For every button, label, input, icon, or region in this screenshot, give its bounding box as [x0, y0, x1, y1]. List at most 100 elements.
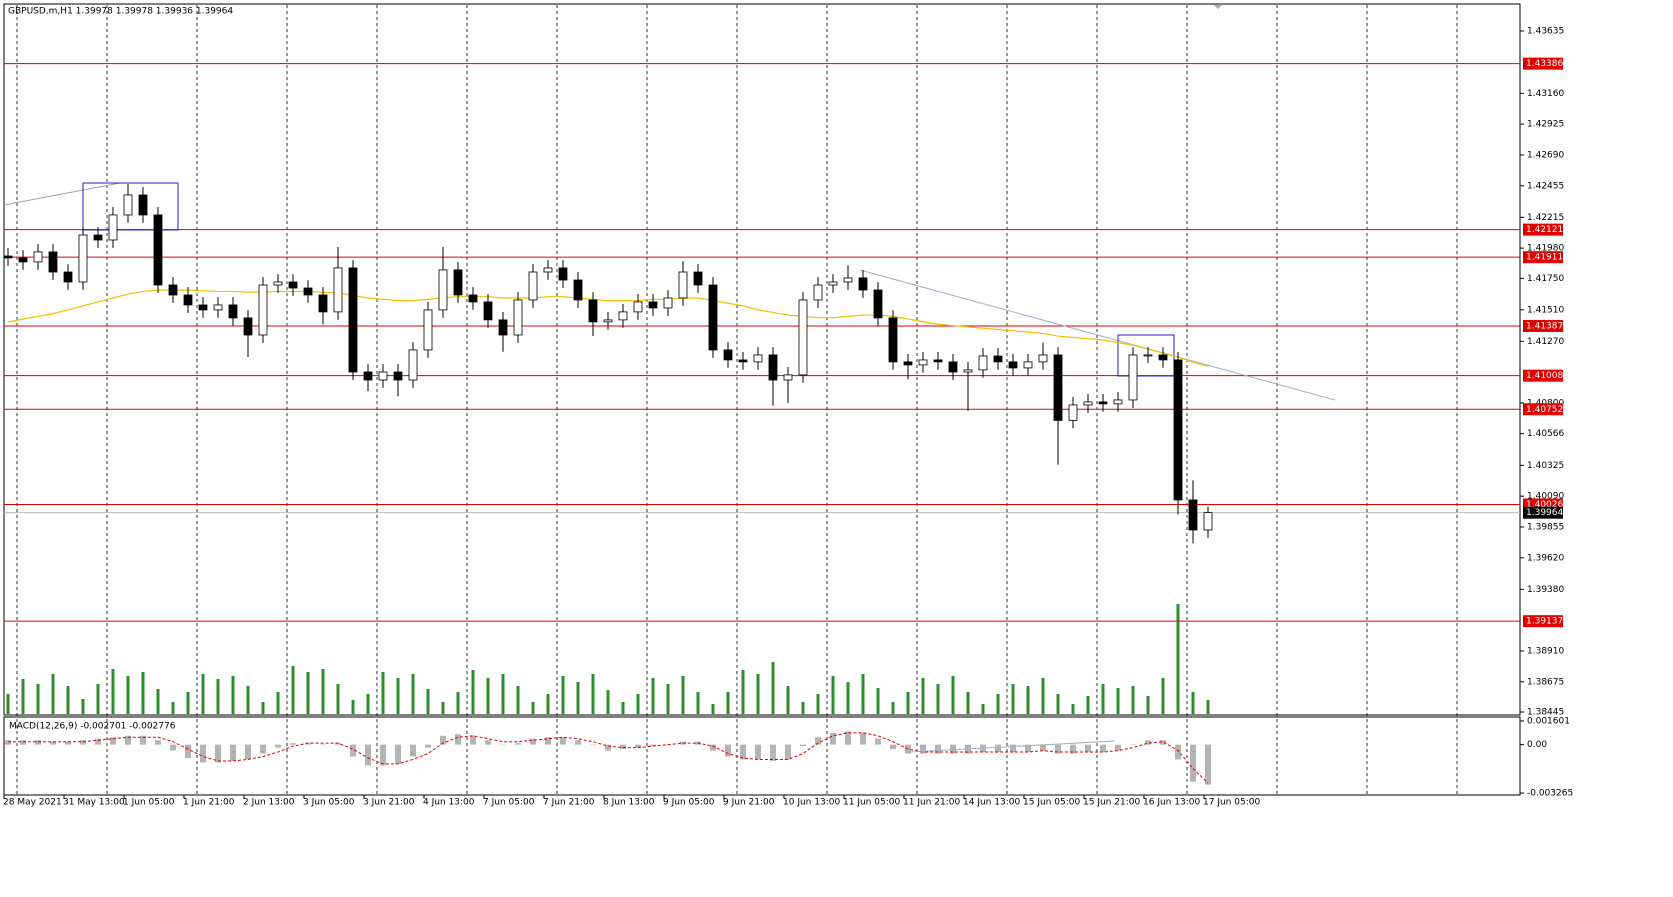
macd-tick-label: 0.001601	[1527, 716, 1570, 726]
candle-body	[78, 234, 88, 283]
volume-bar	[51, 674, 55, 714]
volume-bar	[771, 662, 775, 714]
y-tick-label: 1.39380	[1527, 585, 1564, 595]
macd-bar	[35, 740, 41, 745]
volume-bar	[1041, 678, 1045, 714]
volume-bar	[6, 694, 10, 714]
macd-bar	[470, 735, 476, 745]
y-tick-label: 1.41270	[1527, 337, 1564, 347]
macd-bar	[1025, 744, 1031, 753]
y-tick-label: 1.40566	[1527, 429, 1564, 439]
macd-bar	[1010, 744, 1016, 753]
x-tick-label: 3 Jun 05:00	[303, 798, 355, 808]
macd-bar	[320, 744, 326, 746]
volume-bar	[516, 686, 520, 714]
y-tick-label: 1.39855	[1527, 522, 1564, 532]
candle-body	[63, 271, 73, 283]
volume-bar	[396, 678, 400, 714]
volume-bar	[621, 702, 625, 714]
candle-body	[618, 311, 628, 321]
volume-bar	[1176, 604, 1180, 714]
level-label: 1.42121	[1526, 225, 1563, 235]
x-tick-label: 31 May 13:00	[63, 798, 125, 808]
x-tick-label: 14 Jun 13:00	[963, 798, 1020, 808]
volume-bar	[1146, 696, 1150, 714]
macd-bar	[1100, 744, 1106, 753]
candle-body	[858, 277, 868, 291]
volume-bar	[816, 694, 820, 714]
volume-bar	[456, 692, 460, 714]
candle-body	[168, 284, 178, 296]
macd-bar	[530, 738, 536, 745]
macd-bar	[20, 740, 26, 745]
macd-bar	[830, 732, 836, 745]
candle-body	[978, 355, 988, 371]
candle-body	[483, 301, 493, 321]
volume-bar	[1191, 692, 1195, 714]
level-label: 1.39137	[1526, 617, 1563, 627]
level-label-box	[1523, 319, 1563, 332]
volume-bar	[1116, 688, 1120, 714]
candle-body	[798, 299, 808, 376]
x-tick-label: 7 Jun 05:00	[483, 798, 535, 808]
volume-bar	[1086, 696, 1090, 714]
volume-bar	[906, 692, 910, 714]
candle-body	[873, 289, 883, 319]
macd-bar	[1055, 744, 1061, 754]
candle-body	[378, 371, 388, 381]
macd-bar	[1085, 744, 1091, 753]
volume-bar	[936, 684, 940, 714]
macd-bar	[380, 744, 386, 766]
candle-body	[708, 284, 718, 351]
macd-bar	[185, 744, 191, 758]
volume-bar	[891, 702, 895, 714]
candle-body	[408, 349, 418, 381]
macd-bar	[515, 743, 521, 745]
macd-bar	[740, 744, 746, 760]
volume-bar	[696, 692, 700, 714]
volume-bar	[951, 676, 955, 714]
macd-bar	[245, 744, 251, 760]
x-tick-label: 9 Jun 05:00	[663, 798, 715, 808]
x-tick-label: 15 Jun 21:00	[1083, 798, 1140, 808]
macd-bar	[875, 738, 881, 745]
scroll-marker	[1214, 5, 1222, 9]
candle-body	[813, 284, 823, 301]
candle-body	[1053, 354, 1063, 421]
volume-bar	[711, 704, 715, 714]
candle-body	[318, 294, 328, 313]
volume-bar	[546, 694, 550, 714]
y-tick-label: 1.41510	[1527, 305, 1564, 315]
x-tick-label: 2 Jun 13:00	[243, 798, 295, 808]
y-tick-label: 1.41750	[1527, 274, 1564, 284]
zone-box	[82, 182, 179, 231]
volume-bar	[981, 704, 985, 714]
macd-bar	[995, 744, 1001, 753]
macd-bar	[335, 743, 341, 745]
volume-bar	[861, 674, 865, 714]
macd-bar	[170, 744, 176, 751]
macd-bar	[635, 744, 641, 748]
indicator-panel	[3, 716, 1521, 796]
level-label: 1.41008	[1526, 371, 1563, 381]
macd-bar	[860, 732, 866, 745]
candle-body	[288, 281, 298, 289]
y-tick-label: 1.42215	[1527, 213, 1564, 223]
macd-bar	[845, 731, 851, 745]
volume-bar	[486, 678, 490, 714]
x-tick-label: 10 Jun 13:00	[783, 798, 840, 808]
level-label-box	[1523, 369, 1563, 382]
macd-bar	[890, 744, 896, 750]
x-tick-label: 28 May 2021	[3, 798, 62, 808]
macd-bar	[1175, 744, 1181, 760]
y-tick-label: 1.38910	[1527, 646, 1564, 656]
x-tick-label: 1 Jun 21:00	[183, 798, 235, 808]
volume-bar	[1131, 686, 1135, 714]
macd-bar	[410, 744, 416, 757]
volume-bar	[756, 674, 760, 714]
macd-bar	[620, 744, 626, 750]
level-label-box	[1523, 57, 1563, 70]
candle-body	[603, 319, 613, 323]
candle-body	[828, 281, 838, 286]
